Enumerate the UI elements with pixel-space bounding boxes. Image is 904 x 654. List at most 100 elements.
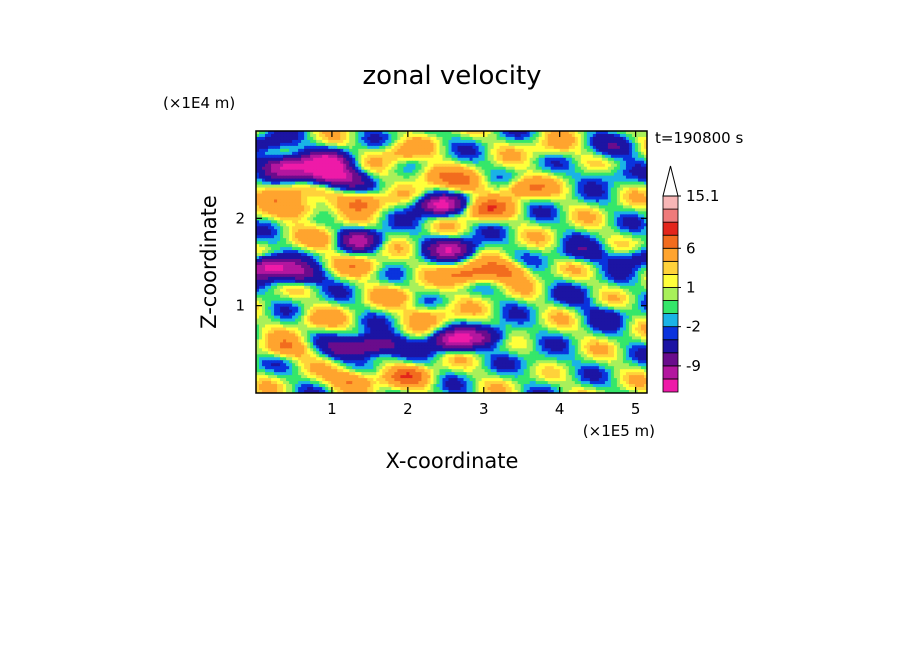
heatmap-cell — [334, 142, 338, 147]
heatmap-cell — [643, 163, 647, 168]
heatmap-cell — [400, 166, 404, 171]
heatmap-cell — [472, 131, 477, 135]
heatmap-cell — [412, 136, 417, 141]
heatmap-cell — [370, 131, 374, 135]
heatmap-cell — [391, 136, 395, 141]
heatmap-cell — [286, 145, 290, 150]
heatmap-cell — [628, 145, 633, 150]
heatmap-cell — [457, 151, 462, 156]
heatmap-cell — [292, 172, 296, 177]
heatmap-cell — [310, 193, 314, 198]
heatmap-cell — [415, 178, 420, 183]
heatmap-cell — [277, 131, 281, 135]
heatmap-cell — [319, 142, 323, 147]
heatmap-cell — [442, 131, 447, 135]
heatmap-cell — [628, 154, 633, 159]
heatmap-cell — [361, 163, 365, 168]
heatmap-cell — [364, 187, 368, 192]
heatmap-cell — [628, 151, 633, 156]
heatmap-cell — [580, 136, 585, 141]
heatmap-cell — [607, 181, 612, 186]
heatmap-cell — [382, 133, 386, 138]
heatmap-cell — [619, 166, 624, 171]
heatmap-cell — [556, 148, 561, 153]
heatmap-cell — [406, 181, 410, 186]
heatmap-cell — [307, 190, 311, 195]
heatmap-cell — [442, 157, 447, 162]
heatmap-cell — [415, 133, 420, 138]
heatmap-cell — [535, 187, 540, 192]
heatmap-cell — [343, 193, 347, 198]
heatmap-cell — [358, 154, 362, 159]
heatmap-cell — [358, 181, 362, 186]
heatmap-cell — [631, 142, 636, 147]
heatmap-cell — [430, 184, 435, 189]
heatmap-cell — [613, 142, 618, 147]
heatmap-cell — [607, 148, 612, 153]
heatmap-cell — [574, 157, 579, 162]
heatmap-cell — [265, 190, 269, 195]
heatmap-cell — [625, 172, 630, 177]
heatmap-cell — [427, 166, 432, 171]
heatmap-cell — [385, 178, 389, 183]
heatmap-cell — [499, 139, 504, 144]
heatmap-cell — [424, 163, 429, 168]
heatmap-cell — [529, 166, 534, 171]
heatmap-cell — [304, 133, 308, 138]
heatmap-cell — [259, 160, 263, 165]
heatmap-cell — [439, 133, 444, 138]
heatmap-cell — [619, 181, 624, 186]
heatmap-cell — [340, 148, 344, 153]
heatmap-cell — [397, 172, 401, 177]
heatmap-cell — [376, 190, 380, 195]
heatmap-cell — [580, 142, 585, 147]
heatmap-cell — [571, 169, 576, 174]
heatmap-cell — [286, 133, 290, 138]
heatmap-cell — [595, 142, 600, 147]
heatmap-cell — [307, 181, 311, 186]
heatmap-cell — [337, 154, 341, 159]
heatmap-cell — [439, 145, 444, 150]
heatmap-cell — [388, 172, 392, 177]
heatmap-cell — [406, 157, 410, 162]
heatmap-cell — [553, 136, 558, 141]
heatmap-cell — [592, 190, 597, 195]
heatmap-cell — [529, 160, 534, 165]
heatmap-cell — [415, 166, 420, 171]
heatmap-cell — [511, 160, 516, 165]
heatmap-cell — [601, 136, 606, 141]
heatmap-cell — [424, 175, 429, 180]
heatmap-cell — [448, 154, 453, 159]
heatmap-cell — [502, 181, 507, 186]
heatmap-cell — [583, 178, 588, 183]
heatmap-cell — [409, 193, 413, 198]
heatmap-cell — [337, 163, 341, 168]
heatmap-cell — [382, 136, 386, 141]
heatmap-cell — [532, 136, 537, 141]
heatmap-cell — [508, 166, 513, 171]
heatmap-cell — [292, 190, 296, 195]
heatmap-cell — [343, 154, 347, 159]
heatmap-cell — [490, 160, 495, 165]
heatmap-cell — [562, 148, 567, 153]
heatmap-cell — [640, 160, 645, 165]
heatmap-cell — [289, 139, 293, 144]
heatmap-cell — [403, 139, 407, 144]
heatmap-cell — [349, 184, 353, 189]
heatmap-cell — [475, 193, 480, 198]
heatmap-cell — [583, 187, 588, 192]
heatmap-cell — [604, 154, 609, 159]
heatmap-cell — [367, 145, 371, 150]
heatmap-cell — [454, 169, 459, 174]
heatmap-cell — [514, 131, 519, 135]
heatmap-cell — [304, 190, 308, 195]
heatmap-cell — [340, 131, 344, 135]
heatmap-cell — [457, 193, 462, 198]
heatmap-cell — [319, 178, 323, 183]
heatmap-cell — [418, 131, 423, 135]
heatmap-cell — [304, 131, 308, 135]
heatmap-cell — [577, 151, 582, 156]
heatmap-cell — [346, 169, 350, 174]
heatmap-cell — [439, 193, 444, 198]
heatmap-cell — [427, 151, 432, 156]
